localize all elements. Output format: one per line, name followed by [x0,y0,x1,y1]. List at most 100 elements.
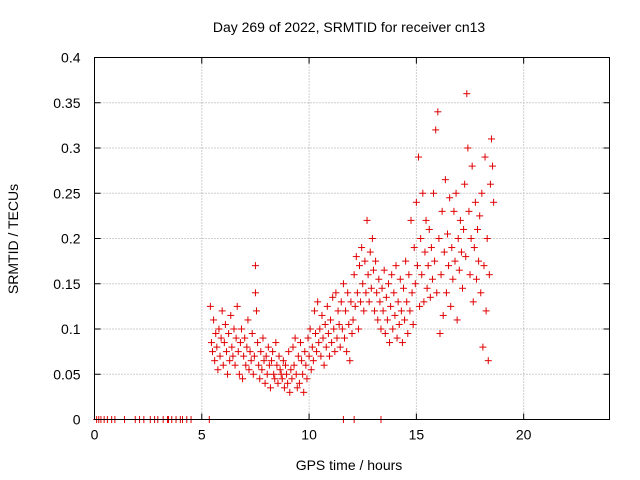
data-point [259,334,267,342]
axes: 0 5 10 15 20 0 0.05 0.1 0.15 0.2 0.25 0.3 0.35 0.4 [53,50,610,443]
plot-frame [94,57,610,420]
data-point [241,334,249,342]
data-point [305,352,313,360]
data-point [289,343,297,351]
data-point [270,370,278,378]
data-point [346,357,354,365]
data-point [456,216,464,224]
data-point [262,352,270,360]
data-point [258,366,266,374]
data-point [388,271,396,279]
data-point [443,230,451,238]
data-point [422,216,430,224]
data-point [350,271,358,279]
data-point [301,348,309,356]
data-point [366,248,374,256]
data-point [249,370,257,378]
data-point [373,289,381,297]
data-point [231,361,239,369]
data-point [295,379,303,387]
data-point [302,361,310,369]
data-point [306,325,314,333]
data-point [361,257,369,265]
data-point [416,302,424,310]
data-point [288,375,296,383]
data-point [470,244,478,252]
data-point [357,298,365,306]
data-point [278,375,286,383]
data-point [214,366,222,374]
data-point [393,334,401,342]
data-point [462,253,470,261]
data-point [405,271,413,279]
data-point [465,207,473,215]
data-point [415,153,423,161]
data-point [356,262,364,270]
data-point [244,316,252,324]
data-point [436,330,444,338]
data-point [418,271,426,279]
y-tick-label: 0.05 [53,366,80,382]
data-point [334,307,342,315]
data-point [228,343,236,351]
data-point [317,352,325,360]
data-point [437,271,445,279]
data-point [287,366,295,374]
data-point [451,257,459,265]
data-point [475,257,483,265]
data-point [411,280,419,288]
data-point [276,366,284,374]
data-point [439,311,447,319]
data-point [430,189,438,197]
data-point [263,370,271,378]
data-point [316,325,324,333]
data-point [246,348,254,356]
data-point [248,330,256,338]
data-point [485,271,493,279]
data-point [304,334,312,342]
data-point [297,339,304,347]
data-point [441,176,449,184]
data-point [407,216,415,224]
data-point [232,334,240,342]
data-point [402,257,410,265]
data-point [274,379,282,387]
data-point [314,298,322,306]
y-tick-label: 0.15 [53,276,80,292]
data-point [372,257,380,265]
data-point [340,334,348,342]
data-point [261,379,269,387]
data-point [431,257,439,265]
data-point [379,307,387,315]
data-point [428,275,436,283]
data-point [409,320,417,328]
data-point [425,225,433,233]
data-point [233,302,241,310]
data-point [453,316,461,324]
data-point [234,348,242,356]
data-point [206,302,214,310]
data-point [225,330,233,338]
data-point [325,352,333,360]
data-point [376,298,384,306]
data-point [254,339,262,347]
y-tick-label: 0.35 [53,95,80,111]
data-point [369,266,377,274]
data-point [331,348,339,356]
data-point [468,162,476,170]
data-point [347,298,355,306]
data-point [479,343,487,351]
data-point [448,244,456,252]
data-point [413,262,421,270]
data-point [362,289,370,297]
data-point [457,248,465,256]
data-point [452,189,460,197]
data-point [236,339,244,347]
data-point [255,361,263,369]
data-point [449,275,457,283]
data-point [466,271,474,279]
data-point [354,325,362,333]
data-point [469,298,477,306]
data-point [251,262,259,270]
data-point [483,235,491,242]
